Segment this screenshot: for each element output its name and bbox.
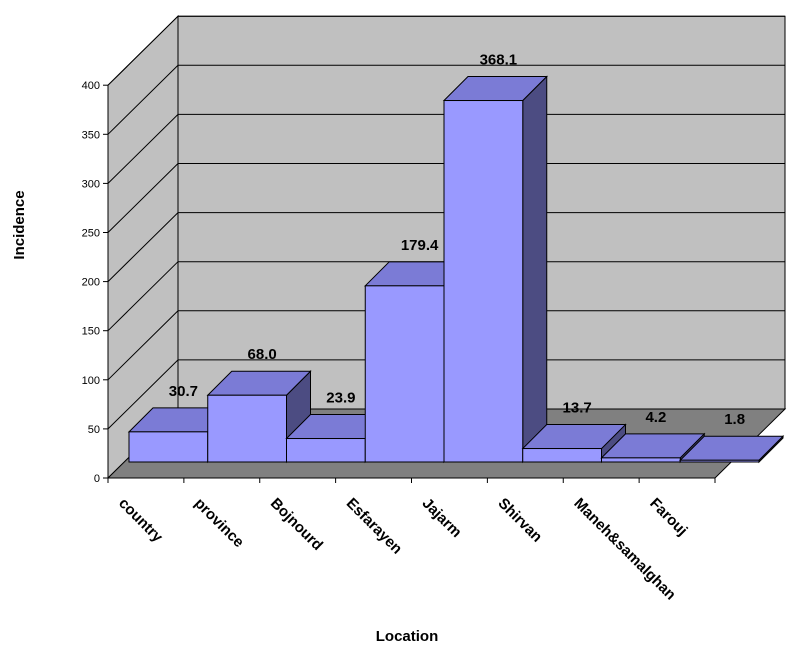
value-label: 179.4 — [401, 237, 439, 254]
bar — [521, 423, 627, 464]
bar-front-face — [128, 431, 209, 463]
x-category-label: Jajarm — [419, 495, 465, 541]
y-tick-label: 350 — [82, 129, 100, 141]
gridline — [107, 64, 785, 135]
gridline — [107, 359, 785, 430]
y-tick-label: 400 — [82, 80, 100, 92]
value-label: 4.2 — [645, 409, 666, 426]
bar-front-face — [207, 394, 287, 463]
y-axis: 0 50 100 150 200 250 300 350 400 — [82, 80, 109, 485]
x-axis: country province Bojnourd Esfarayen Jajarm Sh… — [107, 477, 716, 603]
gridline — [107, 15, 785, 86]
y-tick-label: 300 — [82, 178, 100, 190]
gridline — [107, 310, 785, 381]
value-labels: 30.7 68.0 23.9 179.4 368.1 13.7 4.2 1.8 — [169, 52, 745, 429]
value-label: 68.0 — [248, 346, 277, 363]
gridline — [107, 163, 785, 233]
bar-front-face — [364, 285, 445, 463]
y-tick-label: 150 — [82, 326, 100, 338]
value-label: 30.7 — [169, 383, 198, 400]
y-axis-title: Incidence — [11, 190, 28, 259]
y-tick-label: 100 — [82, 375, 100, 387]
bar-front-face — [286, 438, 366, 463]
bar-front-face — [522, 448, 602, 463]
y-tick-label: 0 — [94, 473, 100, 485]
value-label: 13.7 — [563, 400, 592, 417]
chart-gridlines — [107, 15, 785, 430]
y-tick-label: 250 — [82, 228, 100, 240]
bar-side-face — [522, 75, 548, 464]
value-label: 1.8 — [724, 411, 745, 428]
gridline — [107, 113, 785, 184]
bar-front-face — [679, 459, 760, 463]
chart-bars — [127, 75, 785, 464]
y-tick-label: 200 — [82, 277, 100, 289]
x-category-label: country — [115, 495, 166, 546]
y-tick-label: 50 — [88, 424, 100, 436]
x-axis-title: Location — [376, 628, 439, 645]
value-label: 368.1 — [480, 52, 518, 69]
x-category-label: Esfarayen — [343, 495, 406, 558]
x-category-label: Farouj — [646, 495, 690, 539]
gridline — [107, 212, 785, 282]
x-category-label: Bojnourd — [267, 495, 326, 554]
gridline — [107, 261, 785, 332]
bar-front-face — [601, 457, 681, 463]
x-category-label: Shirvan — [494, 495, 545, 546]
value-label: 23.9 — [326, 390, 355, 407]
x-category-label: province — [191, 495, 247, 551]
bar — [679, 435, 785, 464]
bar-front-face — [443, 100, 524, 463]
bar — [442, 75, 548, 464]
